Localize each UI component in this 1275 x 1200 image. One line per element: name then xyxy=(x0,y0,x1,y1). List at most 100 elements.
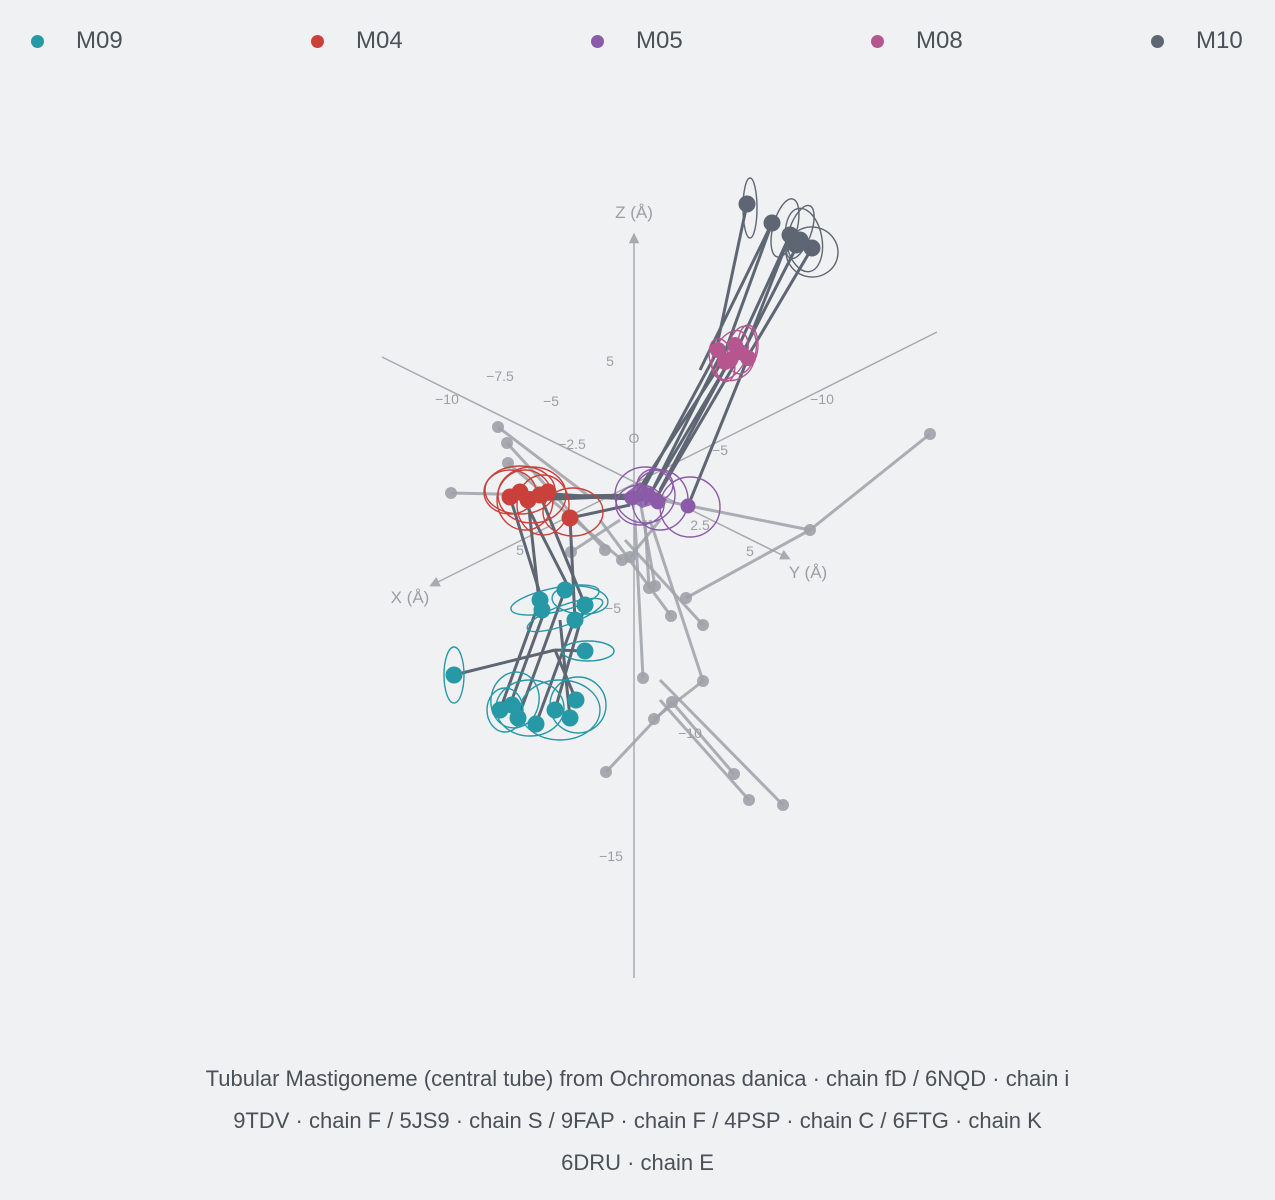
m10-atom-point xyxy=(738,195,756,213)
background-atom-point xyxy=(492,421,504,433)
motif-bond xyxy=(569,503,631,520)
motif-bond xyxy=(534,617,577,725)
m10-atom-point xyxy=(787,236,805,254)
m09-atom-point xyxy=(533,601,551,619)
x-tick-label: −7.5 xyxy=(486,368,514,384)
z-axis-title: Z (Å) xyxy=(615,203,653,222)
background-chain-segment xyxy=(670,701,736,775)
legend-label: M04 xyxy=(356,27,403,54)
background-atom-point xyxy=(924,428,936,440)
m05-atom-point xyxy=(680,498,696,514)
y-tick-label: −5 xyxy=(712,442,728,458)
background-atom-point xyxy=(777,799,789,811)
legend-label: M09 xyxy=(76,27,123,54)
background-chain-segment xyxy=(643,519,651,589)
background-atom-point xyxy=(502,457,514,469)
z-tick-label: 5 xyxy=(606,353,614,369)
m08-atom-point xyxy=(717,354,733,370)
background-chain-segment xyxy=(570,518,621,554)
m09-ellipse xyxy=(561,640,615,662)
motif-bond xyxy=(498,599,542,711)
legend-item-m08[interactable]: M08 xyxy=(871,20,963,62)
background-chain-segment xyxy=(685,528,811,600)
m10-ellipse xyxy=(785,226,839,278)
background-atom-point xyxy=(643,582,655,594)
background-chain-segment xyxy=(648,519,705,682)
motif-bond xyxy=(720,222,774,361)
background-chain-segment xyxy=(628,519,662,558)
legend-marker xyxy=(31,34,44,48)
m09-atom-point xyxy=(561,709,579,727)
m09-atom-point xyxy=(509,709,527,727)
motif-bond xyxy=(568,517,577,621)
x-axis-title: X (Å) xyxy=(391,588,430,607)
x-axis-line xyxy=(429,331,938,587)
motif-bond xyxy=(746,247,814,357)
m09-atom-point xyxy=(567,691,585,709)
m09-atom-point xyxy=(566,611,584,629)
structure-caption: Tubular Mastigoneme (central tube) from … xyxy=(0,1058,1275,1184)
background-chain-segment xyxy=(658,699,751,801)
motif-bond xyxy=(643,351,724,506)
y-axis-title: Y (Å) xyxy=(789,563,827,582)
background-atom-point xyxy=(648,713,660,725)
background-atom-point xyxy=(804,524,816,536)
background-atom-point xyxy=(743,794,755,806)
background-chain-segment xyxy=(658,678,785,807)
m04-atom-point xyxy=(561,509,579,527)
legend-label: M10 xyxy=(1196,27,1243,54)
background-atom-point xyxy=(637,672,649,684)
y-tick-label: 2.5 xyxy=(690,517,710,533)
structure-plot[interactable]: Z (Å) Y (Å) X (Å) O −10 −7.5 −5 −2.5 5 −10 −5 2.5 5 5… xyxy=(0,0,1275,1050)
legend-marker xyxy=(311,34,324,48)
legend-label: M08 xyxy=(916,27,963,54)
background-chain-segment xyxy=(809,432,931,532)
background-atom-point xyxy=(600,766,612,778)
motif-bond xyxy=(538,494,587,606)
background-chain-segment xyxy=(604,700,674,774)
motif-bond xyxy=(686,357,750,507)
background-structures xyxy=(445,421,936,811)
y-tick-label: 5 xyxy=(746,543,754,559)
caption-line-1: Tubular Mastigoneme (central tube) from … xyxy=(205,1066,1070,1091)
z-tick-label: −5 xyxy=(605,600,621,616)
background-atom-point xyxy=(697,619,709,631)
x-tick-label: −2.5 xyxy=(558,436,586,452)
m10-ellipse xyxy=(784,207,824,273)
background-atom-point xyxy=(445,487,457,499)
background-atom-point xyxy=(501,437,513,449)
m10-atom-point xyxy=(763,214,781,232)
background-chain-segment xyxy=(633,519,645,679)
caption-line-2: 9TDV · chain F / 5JS9 · chain S / 9FAP ·… xyxy=(233,1108,1042,1133)
origin-label: O xyxy=(629,430,640,446)
legend-item-m10[interactable]: M10 xyxy=(1151,20,1243,62)
background-atom-point xyxy=(665,610,677,622)
legend-item-m09[interactable]: M09 xyxy=(31,20,123,62)
m04-ellipse xyxy=(542,487,604,537)
m09-atom-point xyxy=(556,581,574,599)
x-tick-label: 5 xyxy=(516,542,524,558)
motif-bond xyxy=(553,649,578,701)
m08-atom-point xyxy=(710,342,726,358)
m09-atom-point xyxy=(546,701,564,719)
motif-bond xyxy=(658,349,737,491)
background-chain-segment xyxy=(598,519,673,617)
motif-bond xyxy=(453,648,556,677)
m08-atom-point xyxy=(727,337,743,353)
motif-bond xyxy=(743,234,792,351)
legend-marker xyxy=(871,34,884,48)
legend-marker xyxy=(591,34,604,48)
m05-atom-point xyxy=(650,494,666,510)
legend-label: M05 xyxy=(636,27,683,54)
legend-item-m04[interactable]: M04 xyxy=(311,20,403,62)
legend: M09 M04 M05 M08 M10 xyxy=(0,20,1275,62)
m05-atom-point xyxy=(624,490,640,506)
m05-ellipse xyxy=(614,466,676,524)
legend-item-m05[interactable]: M05 xyxy=(591,20,683,62)
background-atom-point xyxy=(599,544,611,556)
m04-atom-point xyxy=(539,483,557,501)
m09-atom-point xyxy=(576,596,594,614)
m09-atom-point xyxy=(527,715,545,733)
background-chain-segment xyxy=(497,425,591,499)
axes xyxy=(381,232,938,978)
